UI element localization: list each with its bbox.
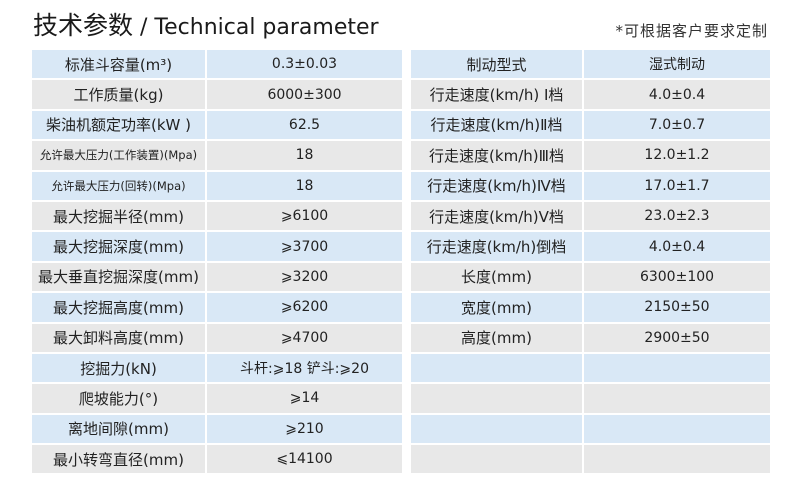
param-value: 12.0±1.2 [584,141,770,170]
param-label: 宽度(mm) [411,293,582,322]
param-label: 最大垂直挖掘深度(mm) [32,262,205,292]
table-row [411,445,770,474]
param-label: 最大卸料高度(mm) [32,323,205,352]
table-row: 行走速度(km/h)倒档 4.0±0.4 [411,232,770,261]
param-label [411,414,582,444]
param-label: 爬坡能力(°) [32,384,205,413]
param-label: 高度(mm) [411,323,582,352]
table-row: 长度(mm) 6300±100 [411,262,770,292]
param-label: 最大挖掘半径(mm) [32,201,205,231]
param-label [411,445,582,474]
param-value: 斗杆:⩾18 铲斗:⩾20 [207,353,402,383]
param-label: 最大挖掘深度(mm) [32,232,205,261]
param-value: 6000±300 [207,80,402,109]
right-spec-table: 制动型式 湿式制动 行走速度(km/h) Ⅰ档 4.0±0.4 行走速度(km/h)Ⅱ档… [409,48,772,475]
param-value: 18 [207,171,402,200]
param-value [584,414,770,444]
param-label: 最大挖掘高度(mm) [32,293,205,322]
param-label: 最小转弯直径(mm) [32,445,205,474]
table-row [411,353,770,383]
param-label: 行走速度(km/h)Ⅳ档 [411,171,582,200]
table-row: 挖掘力(kN) 斗杆:⩾18 铲斗:⩾20 [32,353,402,383]
table-row: 行走速度(km/h)Ⅳ档 17.0±1.7 [411,171,770,200]
param-value: 7.0±0.7 [584,110,770,140]
table-row: 最大挖掘半径(mm) ⩾6100 [32,201,402,231]
table-row: 宽度(mm) 2150±50 [411,293,770,322]
param-value: 2150±50 [584,293,770,322]
param-label: 挖掘力(kN) [32,353,205,383]
param-label: 行走速度(km/h)Ⅱ档 [411,110,582,140]
table-row: 爬坡能力(°) ⩾14 [32,384,402,413]
param-label: 允许最大压力(回转)(Mpa) [32,171,205,200]
param-label: 长度(mm) [411,262,582,292]
param-label: 离地间隙(mm) [32,414,205,444]
param-value: ⩽14100 [207,445,402,474]
title-separator: / [133,15,155,40]
param-label: 制动型式 [411,50,582,79]
left-spec-table: 标准斗容量(m³) 0.3±0.03 工作质量(kg) 6000±300 柴油机额定功率… [30,48,404,475]
param-value: ⩾4700 [207,323,402,352]
param-value: 4.0±0.4 [584,80,770,109]
table-row: 柴油机额定功率(kW ) 62.5 [32,110,402,140]
table-row: 标准斗容量(m³) 0.3±0.03 [32,50,402,79]
table-row: 行走速度(km/h)Ⅱ档 7.0±0.7 [411,110,770,140]
param-value [584,445,770,474]
param-value: ⩾3200 [207,262,402,292]
param-label: 行走速度(km/h) Ⅰ档 [411,80,582,109]
param-label [411,353,582,383]
param-value [584,384,770,413]
table-row: 最大卸料高度(mm) ⩾4700 [32,323,402,352]
param-label: 标准斗容量(m³) [32,50,205,79]
title-en: Technical parameter [154,15,379,40]
param-value: 湿式制动 [584,50,770,79]
param-value [584,353,770,383]
table-row: 离地间隙(mm) ⩾210 [32,414,402,444]
param-value: 4.0±0.4 [584,232,770,261]
table-row: 允许最大压力(工作装置)(Mpa) 18 [32,141,402,170]
param-label: 柴油机额定功率(kW ) [32,110,205,140]
param-label [411,384,582,413]
param-value: ⩾6100 [207,201,402,231]
table-row: 允许最大压力(回转)(Mpa) 18 [32,171,402,200]
param-value: ⩾6200 [207,293,402,322]
title-cn: 技术参数 [33,11,134,40]
table-row: 最大垂直挖掘深度(mm) ⩾3200 [32,262,402,292]
param-value: 62.5 [207,110,402,140]
table-row: 行走速度(km/h) Ⅰ档 4.0±0.4 [411,80,770,109]
param-label: 行走速度(km/h)倒档 [411,232,582,261]
param-label: 允许最大压力(工作装置)(Mpa) [32,141,205,170]
param-value: 6300±100 [584,262,770,292]
param-value: ⩾210 [207,414,402,444]
table-row: 工作质量(kg) 6000±300 [32,80,402,109]
table-row: 行走速度(km/h)Ⅲ档 12.0±1.2 [411,141,770,170]
param-value: 2900±50 [584,323,770,352]
param-value: 18 [207,141,402,170]
table-row [411,414,770,444]
param-value: ⩾3700 [207,232,402,261]
param-value: 23.0±2.3 [584,201,770,231]
table-row: 最小转弯直径(mm) ⩽14100 [32,445,402,474]
param-label: 行走速度(km/h)Ⅲ档 [411,141,582,170]
page-title: 技术参数 / Technical parameter [33,6,379,42]
table-row [411,384,770,413]
param-label: 行走速度(km/h)Ⅴ档 [411,201,582,231]
table-row: 行走速度(km/h)Ⅴ档 23.0±2.3 [411,201,770,231]
table-row: 最大挖掘深度(mm) ⩾3700 [32,232,402,261]
param-value: 17.0±1.7 [584,171,770,200]
table-row: 最大挖掘高度(mm) ⩾6200 [32,293,402,322]
param-value: 0.3±0.03 [207,50,402,79]
table-row: 制动型式 湿式制动 [411,50,770,79]
param-label: 工作质量(kg) [32,80,205,109]
customization-note: *可根据客户要求定制 [615,22,768,40]
param-value: ⩾14 [207,384,402,413]
table-row: 高度(mm) 2900±50 [411,323,770,352]
